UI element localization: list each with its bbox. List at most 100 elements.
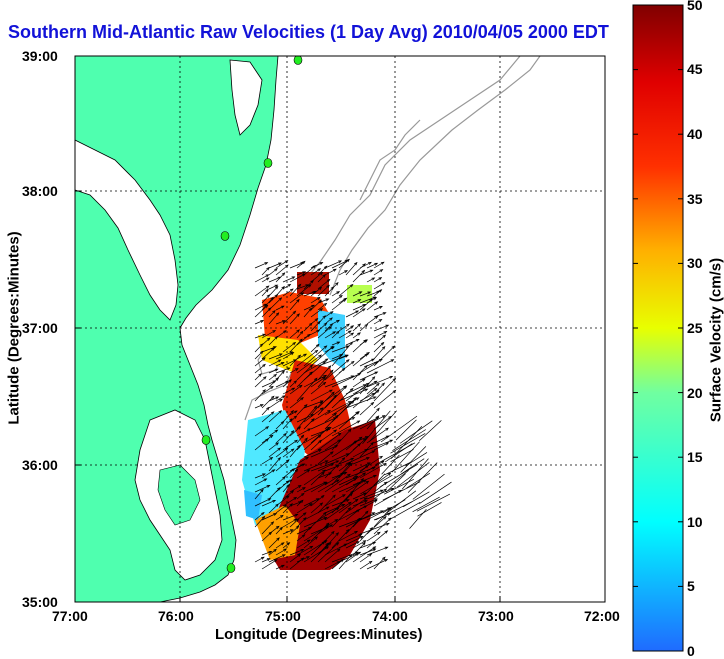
velocity-arrowhead (357, 373, 362, 376)
velocity-arrowhead (278, 262, 282, 266)
velocity-arrow (352, 323, 361, 332)
velocity-arrow (384, 443, 413, 463)
velocity-arrow (254, 404, 264, 409)
velocity-arrowhead (347, 428, 352, 433)
velocity-arrowhead (334, 519, 339, 523)
velocity-arrowhead (294, 368, 299, 372)
velocity-arrow (345, 436, 363, 451)
velocity-arrowhead (268, 550, 273, 554)
velocity-arrow (324, 561, 340, 570)
velocity-arrowhead (364, 364, 368, 369)
velocity-arrow (289, 354, 301, 367)
velocity-arrowhead (341, 367, 346, 372)
velocity-arrow (303, 434, 322, 451)
velocity-arrow (366, 301, 378, 311)
velocity-arrow (289, 557, 304, 570)
velocity-arrowhead (346, 323, 350, 327)
velocity-arrow (282, 379, 292, 388)
velocity-arrow (303, 322, 313, 332)
velocity-arrow (359, 298, 373, 311)
velocity-arrow (310, 287, 322, 297)
velocity-arrowhead (331, 530, 335, 535)
velocity-arrow (324, 457, 345, 479)
velocity-arrowhead (350, 490, 354, 495)
velocity-arrow (359, 415, 386, 430)
velocity-arrow (373, 472, 391, 486)
velocity-arrow (303, 498, 320, 507)
velocity-arrow (416, 493, 451, 512)
velocity-arrow (303, 304, 315, 311)
velocity-arrow (310, 495, 325, 507)
velocity-arrow (324, 286, 334, 297)
velocity-arrow (254, 303, 267, 311)
velocity-arrowhead (343, 472, 348, 475)
velocity-arrow (261, 395, 275, 409)
velocity-arrowhead (332, 494, 336, 499)
velocity-arrowhead (265, 288, 269, 293)
velocity-arrow (359, 296, 376, 304)
velocity-arrowhead (321, 540, 326, 545)
velocity-arrowhead (289, 418, 293, 422)
velocity-arrow (345, 534, 362, 542)
velocity-arrowhead (357, 443, 361, 447)
velocity-arrow (268, 537, 280, 549)
y-tick-label: 36:00 (22, 457, 58, 473)
velocity-arrow (296, 354, 322, 374)
velocity-arrowhead (272, 499, 277, 503)
velocity-arrowhead (371, 358, 375, 362)
velocity-arrow (366, 383, 380, 395)
velocity-arrow (303, 506, 330, 521)
velocity-arrow (282, 288, 294, 297)
velocity-arrowhead (382, 334, 387, 338)
velocity-arrowhead (303, 517, 307, 521)
velocity-arrow (317, 432, 342, 451)
y-axis-label: Latitude (Degrees:Minutes) (5, 231, 23, 425)
velocity-arrowhead (362, 479, 367, 483)
velocity-arrow (282, 484, 290, 493)
velocity-arrow (373, 390, 396, 409)
velocity-arrowhead (341, 504, 346, 507)
velocity-arrow (289, 525, 299, 535)
velocity-arrowhead (357, 551, 362, 555)
velocity-arrow (359, 498, 378, 507)
velocity-arrowhead (273, 346, 277, 350)
velocity-arrowhead (345, 359, 350, 363)
velocity-arrow (275, 421, 284, 430)
velocity-arrow (310, 460, 339, 472)
velocity-arrow (254, 498, 271, 507)
velocity-arrowhead (316, 329, 321, 333)
velocity-arrow (331, 420, 360, 437)
velocity-arrowhead (364, 388, 369, 392)
colorbar-tick-label: 35 (687, 191, 703, 207)
velocity-arrowhead (347, 401, 352, 405)
velocity-arrowhead (382, 515, 387, 520)
velocity-arrowhead (286, 542, 291, 546)
colorbar-tick-label: 20 (687, 385, 703, 401)
velocity-arrowhead (361, 269, 366, 274)
velocity-arrowhead (362, 263, 366, 267)
velocity-arrow (338, 476, 358, 486)
velocity-arrowhead (349, 341, 354, 345)
velocity-arrowhead (385, 442, 390, 446)
y-tick-label: 38:00 (22, 183, 58, 199)
velocity-arrowhead (271, 347, 275, 351)
velocity-arrowhead (280, 420, 285, 425)
velocity-arrowhead (282, 320, 286, 323)
velocity-arrowhead (300, 434, 305, 439)
velocity-arrowhead (283, 548, 288, 552)
x-axis-label: Longitude (Degrees:Minutes) (215, 626, 423, 643)
velocity-arrowhead (278, 297, 283, 301)
velocity-arrow (268, 310, 276, 318)
velocity-arrow (386, 470, 409, 489)
velocity-arrowhead (296, 298, 300, 303)
velocity-arrowhead (365, 464, 369, 469)
velocity-arrowhead (266, 337, 271, 341)
velocity-arrow (345, 450, 375, 465)
velocity-arrowhead (290, 409, 295, 414)
velocity-arrow (369, 410, 397, 442)
velocity-arrow (275, 264, 289, 276)
velocity-arrowhead (323, 265, 328, 270)
velocity-arrow (254, 364, 266, 374)
velocity-arrow (310, 541, 325, 556)
velocity-arrowhead (373, 499, 378, 503)
